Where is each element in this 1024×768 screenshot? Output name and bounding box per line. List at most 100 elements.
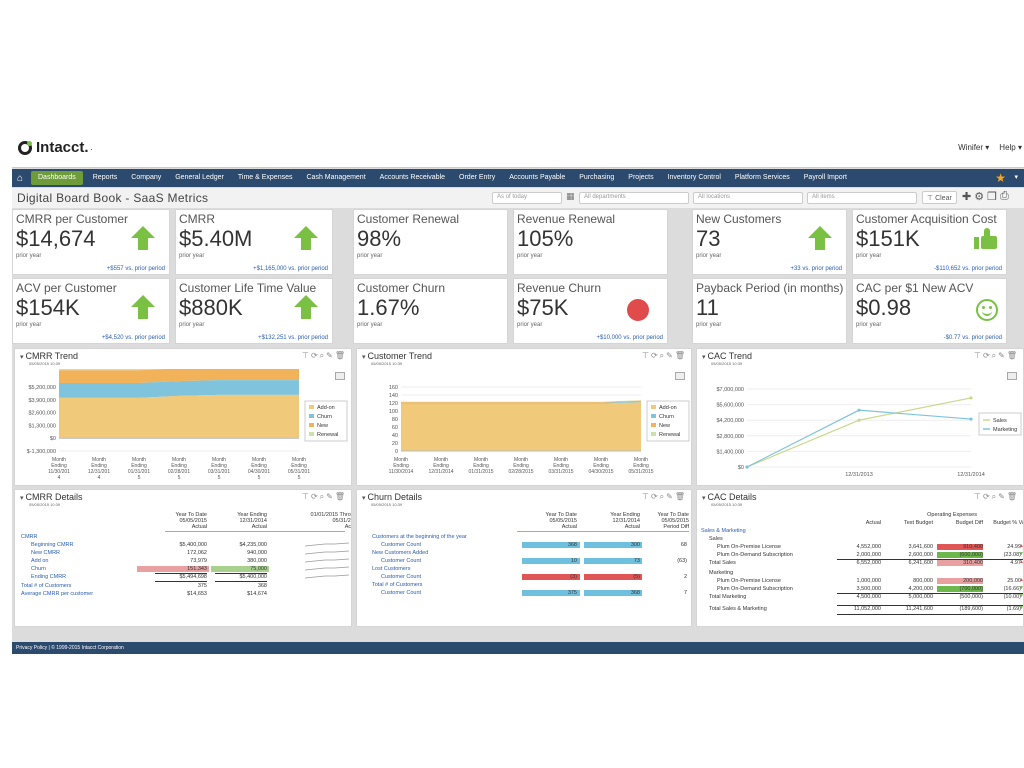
- nav-item[interactable]: Time & Expenses: [237, 174, 293, 181]
- kpi-card[interactable]: Revenue Renewal 105% prior year: [513, 209, 668, 275]
- row-label[interactable]: Lost Customers: [372, 566, 411, 572]
- cell-value: 25.00: [1007, 578, 1021, 584]
- x-tick-label: Ending: [51, 463, 67, 469]
- column-header: 01/01/2015 Through: [310, 512, 351, 518]
- highlight-bar: [522, 558, 580, 564]
- kpi-card[interactable]: CMRR per Customer $14,674 prior year +$557 …: [12, 209, 170, 275]
- section-label[interactable]: CMRR: [21, 534, 38, 540]
- row-label[interactable]: Churn: [31, 566, 46, 572]
- expand-icon[interactable]: [335, 372, 345, 380]
- row-label: Total Sales: [709, 560, 736, 566]
- row-label[interactable]: Customer Count: [381, 574, 422, 580]
- kpi-card[interactable]: Customer Acquisition Cost $151K prior year…: [852, 209, 1007, 275]
- as-of-filter[interactable]: As of today: [492, 192, 562, 204]
- row-label: Plum On-Premise License: [717, 578, 781, 584]
- kpi-card[interactable]: Payback Period (in months) 11 prior year: [692, 278, 847, 344]
- row-label[interactable]: Total # of Customers: [21, 583, 72, 589]
- calendar-icon[interactable]: ▦: [566, 191, 575, 201]
- nav-item[interactable]: Dashboards: [31, 171, 83, 185]
- legend-swatch: [309, 432, 314, 436]
- home-icon[interactable]: ⌂: [16, 172, 24, 184]
- x-tick-label: Ending: [393, 463, 409, 469]
- nav-item[interactable]: Reports: [92, 174, 118, 181]
- kpi-card[interactable]: ACV per Customer $154K prior year +$4,520 v…: [12, 278, 170, 344]
- kpi-card[interactable]: Revenue Churn $75K prior year +$10,000 vs. …: [513, 278, 668, 344]
- churn-details-panel: Churn Details 05/05/2015 10:39 ⊤⟳⌕✎🗑 Yea…: [356, 489, 692, 627]
- nav-item[interactable]: Cash Management: [306, 174, 366, 181]
- cell-value: (500,000): [959, 594, 983, 600]
- x-tick-label: Month: [292, 457, 306, 463]
- column-header: Period Diff: [663, 524, 689, 530]
- row-label[interactable]: Customer Count: [381, 558, 422, 564]
- highlight-bar: [937, 560, 983, 566]
- row-label[interactable]: Customer Count: [381, 542, 422, 548]
- locations-filter[interactable]: All locations: [693, 192, 803, 204]
- nav-item[interactable]: General Ledger: [175, 174, 224, 181]
- panel-title: CMRR Trend: [20, 351, 78, 361]
- data-point: [969, 396, 973, 400]
- row-label[interactable]: New Customers Added: [372, 550, 429, 556]
- nav-item[interactable]: Platform Services: [734, 174, 790, 181]
- chevron-down-icon[interactable]: ▾: [1014, 174, 1018, 181]
- add-icon[interactable]: ✚: [962, 191, 972, 203]
- row-label[interactable]: Ending CMRR: [31, 574, 67, 580]
- intacct-logo[interactable]: Intacct. .: [18, 139, 93, 156]
- nav-item[interactable]: Company: [131, 174, 162, 181]
- column-header: Test Budget: [903, 520, 933, 526]
- gear-icon[interactable]: ⚙: [974, 191, 985, 203]
- arrow-up-icon: ▲: [1019, 543, 1024, 549]
- kpi-value: $14,674: [16, 226, 96, 251]
- nav-item[interactable]: Payroll Import: [803, 174, 847, 181]
- panel-tools-icon[interactable]: ⊤⟳⌕✎🗑: [301, 492, 347, 501]
- column-header: Actual: [251, 524, 267, 530]
- row-label[interactable]: Customers at the beginning of the year: [372, 534, 467, 540]
- cell-year-ending: $4,235,000: [239, 542, 267, 548]
- x-tick-label: 04/30/2015: [588, 469, 613, 475]
- row-label: Plum On-Premise License: [717, 544, 781, 550]
- kpi-card[interactable]: CAC per $1 New ACV $0.98 prior year -$0.77 …: [852, 278, 1007, 344]
- help-menu[interactable]: Help ▾: [999, 143, 1022, 152]
- nav-item[interactable]: Accounts Payable: [509, 174, 566, 181]
- data-point: [969, 417, 973, 421]
- kpi-card[interactable]: Customer Life Time Value $880K prior year +…: [175, 278, 333, 344]
- row-label[interactable]: Sales & Marketing: [701, 528, 746, 534]
- kpi-card[interactable]: Customer Churn 1.67% prior year: [353, 278, 508, 344]
- highlight-bar: [211, 566, 269, 572]
- clear-button[interactable]: ⊤ Clear: [922, 191, 957, 204]
- row-label[interactable]: Beginning CMRR: [31, 542, 74, 548]
- user-menu[interactable]: Winifer ▾: [958, 143, 990, 152]
- expand-icon[interactable]: [675, 372, 685, 380]
- kpi-card[interactable]: CMRR $5.40M prior year +$1,165,000 vs. prio…: [175, 209, 333, 275]
- total-underline: [837, 605, 1023, 606]
- expand-icon[interactable]: [1007, 372, 1017, 380]
- panel-tools-icon[interactable]: ⊤⟳⌕✎🗑: [973, 492, 1019, 501]
- panel-tools-icon[interactable]: ⊤⟳⌕✎🗑: [301, 351, 347, 360]
- page-title: Digital Board Book - SaaS Metrics: [17, 191, 209, 205]
- panel-tools-icon[interactable]: ⊤⟳⌕✎🗑: [641, 351, 687, 360]
- print-icon[interactable]: ⎙: [999, 190, 1009, 202]
- nav-item[interactable]: Projects: [628, 174, 654, 181]
- nav-item[interactable]: Purchasing: [579, 174, 615, 181]
- kpi-card[interactable]: New Customers 73 prior year +33 vs. prior p…: [692, 209, 847, 275]
- data-point: [857, 418, 861, 422]
- departments-filter[interactable]: All departments: [579, 192, 689, 204]
- row-label[interactable]: New CMRR: [31, 550, 61, 556]
- sparkline: [305, 566, 349, 571]
- row-label[interactable]: Customer Count: [381, 590, 422, 596]
- items-filter[interactable]: All items: [807, 192, 917, 204]
- row-label[interactable]: Average CMRR per customer: [21, 591, 94, 597]
- customer-trend-panel: Customer Trend 05/05/2015 10:39 ⊤⟳⌕✎🗑 16…: [356, 348, 692, 486]
- kpi-card[interactable]: Customer Renewal 98% prior year: [353, 209, 508, 275]
- nav-item[interactable]: Accounts Receivable: [379, 174, 446, 181]
- panel-title: Customer Trend: [362, 351, 432, 361]
- nav-item[interactable]: Inventory Control: [667, 174, 721, 181]
- copy-icon[interactable]: ❐: [987, 191, 997, 203]
- panel-date: 05/05/2015 10:39: [371, 361, 403, 366]
- nav-item[interactable]: Order Entry: [459, 174, 496, 181]
- panel-tools-icon[interactable]: ⊤⟳⌕✎🗑: [973, 351, 1019, 360]
- favorites-star-icon[interactable]: ★: [995, 171, 1006, 185]
- panel-tools-icon[interactable]: ⊤⟳⌕✎🗑: [641, 492, 687, 501]
- row-label[interactable]: Add on: [31, 558, 49, 564]
- row-label[interactable]: Total # of Customers: [372, 582, 423, 588]
- panel-header: CAC Trend 05/05/2015 10:39 ⊤⟳⌕✎🗑: [697, 349, 1023, 369]
